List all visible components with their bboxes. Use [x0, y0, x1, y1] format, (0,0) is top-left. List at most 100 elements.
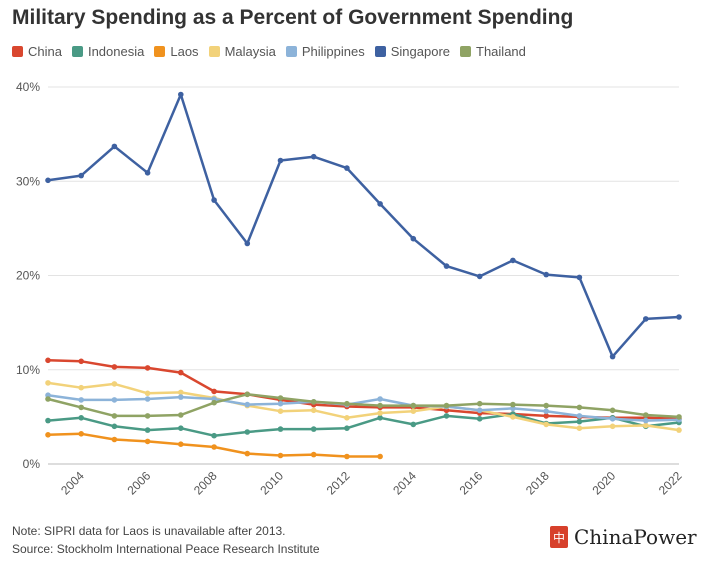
data-point-indonesia: [344, 425, 350, 432]
data-point-laos: [144, 438, 151, 445]
data-point-thailand: [510, 401, 516, 408]
data-point-indonesia: [178, 425, 184, 432]
legend-label: Thailand: [476, 44, 526, 59]
series-line-malaysia: [46, 381, 681, 432]
data-point-indonesia: [78, 415, 84, 421]
data-point-philippines: [643, 417, 649, 424]
y-tick-label: 30%: [16, 174, 40, 188]
data-point-thailand: [676, 414, 682, 420]
data-point-malaysia: [377, 410, 383, 416]
data-point-malaysia: [410, 408, 417, 415]
data-point-malaysia: [609, 423, 616, 430]
data-point-china: [543, 413, 549, 419]
legend-item-china: China: [12, 44, 62, 59]
data-point-philippines: [609, 416, 616, 422]
data-point-laos: [211, 444, 217, 450]
data-point-philippines: [111, 397, 118, 403]
data-point-singapore: [443, 263, 450, 269]
data-point-singapore: [45, 177, 51, 184]
data-point-singapore: [277, 157, 284, 164]
data-point-thailand: [377, 402, 383, 409]
brand-name: ChinaPower: [574, 525, 697, 549]
chart-title: Military Spending as a Percent of Govern…: [12, 6, 574, 29]
data-point-indonesia: [45, 417, 51, 424]
data-point-thailand: [244, 391, 251, 398]
data-point-singapore: [178, 91, 184, 98]
chart-legend: China Indonesia Laos Malaysia Philippines Sin…: [12, 44, 526, 59]
data-point-laos: [244, 450, 251, 457]
legend-swatch: [460, 46, 472, 57]
series-line-singapore: [46, 93, 681, 358]
data-point-thailand: [78, 404, 84, 411]
data-point-singapore: [643, 316, 649, 322]
data-point-indonesia: [211, 432, 217, 439]
data-point-thailand: [211, 399, 217, 406]
data-point-thailand: [543, 402, 549, 409]
data-point-thailand: [45, 396, 51, 402]
data-point-indonesia: [244, 429, 251, 435]
data-point-philippines: [277, 400, 284, 407]
data-point-thailand: [476, 400, 483, 407]
data-point-singapore: [344, 165, 350, 171]
data-point-laos: [178, 441, 184, 448]
chart-notes: Note: SIPRI data for Laos is unavailable…: [12, 522, 320, 558]
data-point-thailand: [310, 399, 317, 405]
data-point-singapore: [410, 235, 417, 242]
data-point-indonesia: [576, 418, 583, 425]
data-point-malaysia: [111, 381, 118, 387]
data-point-indonesia: [144, 427, 151, 433]
data-point-philippines: [78, 397, 84, 403]
data-point-indonesia: [277, 426, 284, 432]
legend-swatch: [208, 46, 220, 57]
data-point-laos: [45, 432, 51, 438]
x-tick-label: 2018: [523, 468, 552, 497]
data-point-singapore: [543, 271, 549, 278]
series-line-indonesia: [46, 412, 681, 437]
data-point-malaysia: [676, 427, 682, 433]
x-tick-label: 2004: [58, 468, 87, 497]
legend-label: Indonesia: [87, 44, 145, 59]
data-point-thailand: [443, 402, 450, 409]
note-text: Note: SIPRI data for Laos is unavailable…: [12, 524, 286, 538]
legend-item-indonesia: Indonesia: [71, 44, 145, 59]
data-point-indonesia: [476, 416, 483, 422]
data-point-indonesia: [377, 415, 383, 421]
data-point-china: [45, 357, 51, 364]
data-point-malaysia: [344, 415, 350, 421]
legend-label: China: [28, 44, 62, 59]
data-point-laos: [377, 453, 383, 460]
data-point-thailand: [178, 412, 184, 418]
data-point-laos: [310, 451, 317, 458]
data-point-china: [211, 388, 217, 395]
data-point-singapore: [510, 257, 516, 264]
legend-item-malaysia: Malaysia: [208, 44, 276, 59]
x-tick-label: 2012: [324, 468, 353, 497]
x-tick-label: 2022: [656, 468, 685, 497]
legend-item-singapore: Singapore: [374, 44, 450, 59]
data-point-singapore: [78, 172, 84, 179]
data-point-malaysia: [144, 390, 151, 397]
data-point-malaysia: [510, 414, 516, 420]
data-point-thailand: [277, 395, 284, 401]
legend-item-thailand: Thailand: [460, 44, 526, 59]
data-point-malaysia: [310, 407, 317, 414]
data-point-philippines: [144, 396, 151, 402]
data-point-singapore: [111, 143, 118, 150]
legend-label: Laos: [170, 44, 199, 59]
legend-swatch: [374, 46, 386, 57]
data-point-singapore: [476, 273, 483, 280]
series-line-china: [46, 359, 681, 421]
legend-swatch: [285, 46, 297, 57]
data-point-malaysia: [45, 380, 51, 386]
legend-label: Malaysia: [224, 44, 276, 59]
legend-label: Philippines: [301, 44, 365, 59]
data-point-thailand: [144, 413, 151, 419]
data-point-philippines: [576, 413, 583, 419]
data-point-malaysia: [576, 425, 583, 432]
legend-swatch: [12, 46, 23, 57]
data-point-thailand: [643, 412, 649, 418]
line-chart: 0% 10% 20% 30% 40% 2004 2006 2008 2010 2012 2014 20…: [16, 80, 685, 497]
legend-item-philippines: Philippines: [285, 44, 365, 59]
data-point-indonesia: [310, 426, 317, 432]
data-point-singapore: [377, 201, 383, 207]
